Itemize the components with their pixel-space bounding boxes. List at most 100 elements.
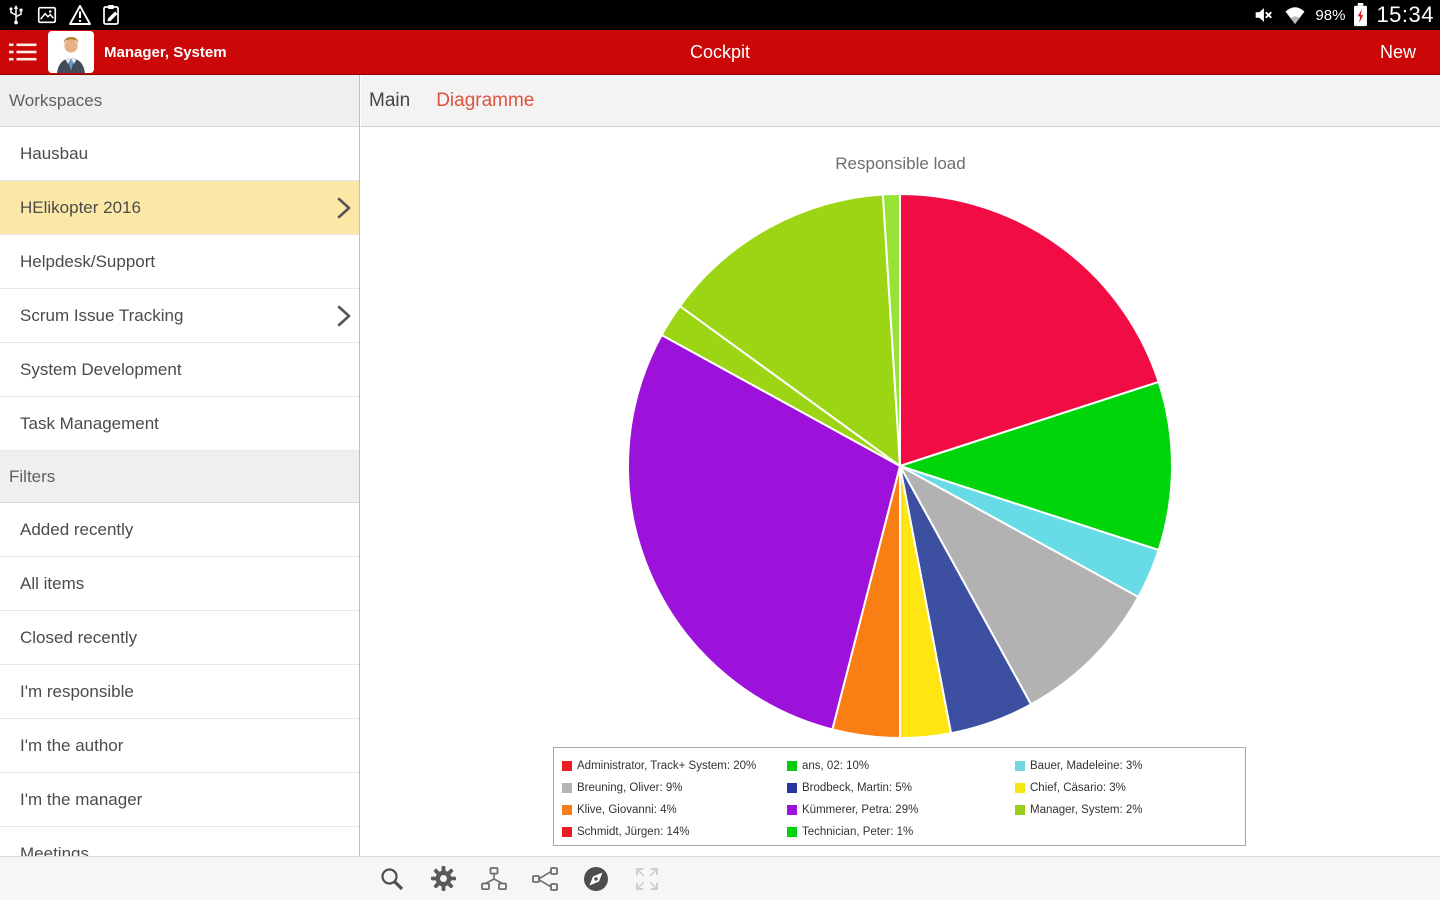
- legend-entry: Schmidt, Jürgen: 14%: [562, 826, 787, 838]
- legend-color-swatch: [787, 805, 797, 815]
- legend-label: Kümmerer, Petra: 29%: [802, 804, 919, 816]
- status-bar-left-icons: [0, 3, 122, 27]
- legend-label: Klive, Giovanni: 4%: [577, 804, 677, 816]
- legend-label: Administrator, Track+ System: 20%: [577, 760, 757, 772]
- sidebar-item-helpdesk-support[interactable]: Helpdesk/Support: [0, 235, 359, 289]
- pie-slice-administrator-track-system: [899, 193, 1160, 467]
- screenshot-icon: [36, 4, 58, 26]
- legend-label: Breuning, Oliver: 9%: [577, 782, 683, 794]
- sidebar-item-label: System Development: [20, 359, 182, 379]
- sidebar-item-closed-recently[interactable]: Closed recently: [0, 611, 359, 665]
- legend-label: Technician, Peter: 1%: [802, 826, 914, 838]
- pie-slice-schmidt-j-rgen: [678, 193, 901, 467]
- pie-slice-technician-peter: [881, 193, 901, 467]
- compass-icon[interactable]: [582, 865, 610, 893]
- legend-color-swatch: [562, 761, 572, 771]
- pie-slice-k-mmerer-petra: [627, 333, 901, 731]
- legend-color-swatch: [1015, 761, 1025, 771]
- app-bar: Manager, System Cockpit New: [0, 30, 1440, 75]
- sidebar-item-label: Closed recently: [20, 627, 138, 647]
- tab-main[interactable]: Main: [369, 89, 411, 111]
- legend-color-swatch: [787, 761, 797, 771]
- sidebar-item-label: HElikopter 2016: [20, 197, 141, 217]
- usb-icon: [6, 3, 26, 27]
- sidebar-item-label: I'm responsible: [20, 681, 134, 701]
- chart-title: Responsible load: [835, 154, 966, 173]
- sidebar-item-task-management[interactable]: Task Management: [0, 397, 359, 451]
- fit-screen-icon: [633, 865, 661, 893]
- legend-entry: Kümmerer, Petra: 29%: [787, 804, 1015, 816]
- legend-color-swatch: [787, 783, 797, 793]
- settings-gear-icon[interactable]: [429, 865, 457, 893]
- sidebar: Workspaces Hausbau HElikopter 2016 Helpdesk…: [0, 75, 360, 900]
- share-icon[interactable]: [531, 865, 559, 893]
- sidebar-item-i-m-the-author[interactable]: I'm the author: [0, 719, 359, 773]
- sidebar-item-label: Hausbau: [20, 143, 89, 163]
- volume-muted-icon: [1251, 4, 1275, 26]
- legend-entry: Breuning, Oliver: 9%: [562, 782, 787, 794]
- sidebar-section-header: Filters: [0, 451, 359, 503]
- sidebar-item-added-recently[interactable]: Added recently: [0, 503, 359, 557]
- status-bar-right: 98% 15:34: [1251, 2, 1440, 28]
- legend-label: Bauer, Madeleine: 3%: [1030, 760, 1143, 772]
- sidebar-item-label: Helpdesk/Support: [20, 251, 156, 271]
- chevron-right-icon: [337, 195, 351, 221]
- legend-color-swatch: [1015, 805, 1025, 815]
- sidebar-item-hausbau[interactable]: Hausbau: [0, 127, 359, 181]
- sidebar-item-i-m-responsible[interactable]: I'm responsible: [0, 665, 359, 719]
- sidebar-item-i-m-the-manager[interactable]: I'm the manager: [0, 773, 359, 827]
- pie-chart-svg: [627, 193, 1173, 739]
- legend-label: ans, 02: 10%: [802, 760, 870, 772]
- hierarchy-icon[interactable]: [480, 865, 508, 893]
- legend-entry: Administrator, Track+ System: 20%: [562, 760, 787, 772]
- legend-color-swatch: [787, 827, 797, 837]
- avatar[interactable]: [48, 31, 94, 73]
- sidebar-item-all-items[interactable]: All items: [0, 557, 359, 611]
- status-clock: 15:34: [1376, 2, 1434, 27]
- legend-entry: Manager, System: 2%: [1015, 804, 1239, 816]
- legend-label: Brodbeck, Martin: 5%: [802, 782, 912, 794]
- battery-icon: [1353, 3, 1368, 27]
- content-area: Responsible load Administrator, Track+ S…: [361, 128, 1440, 856]
- pie-slice-breuning-oliver: [899, 465, 1140, 706]
- new-button[interactable]: New: [1379, 41, 1416, 62]
- pie-chart: [620, 186, 1180, 746]
- legend-entry: Bauer, Madeleine: 3%: [1015, 760, 1239, 772]
- legend-label: Schmidt, Jürgen: 14%: [577, 826, 690, 838]
- status-bar-right-icons: [1251, 4, 1307, 26]
- chart-legend: Administrator, Track+ System: 20% ans, 02…: [553, 747, 1246, 846]
- chevron-right-icon: [337, 303, 351, 329]
- battery-percent: 98%: [1315, 6, 1346, 24]
- legend-entry: Technician, Peter: 1%: [787, 826, 1015, 838]
- legend-entry: Chief, Cäsario: 3%: [1015, 782, 1239, 794]
- current-user-label: Manager, System: [104, 43, 227, 61]
- sidebar-item-label: All items: [20, 573, 85, 593]
- sidebar-item-label: Added recently: [20, 519, 134, 539]
- warning-icon: [68, 4, 92, 26]
- tab-diagramme[interactable]: Diagramme: [436, 89, 535, 111]
- legend-color-swatch: [1015, 783, 1025, 793]
- sidebar-item-scrum-issue-tracking[interactable]: Scrum Issue Tracking: [0, 289, 359, 343]
- sidebar-item-helikopter-2016[interactable]: HElikopter 2016: [0, 181, 359, 235]
- legend-entry: Klive, Giovanni: 4%: [562, 804, 787, 816]
- sidebar-item-system-development[interactable]: System Development: [0, 343, 359, 397]
- sidebar-item-label: Scrum Issue Tracking: [20, 305, 184, 325]
- sidebar-item-label: I'm the manager: [20, 789, 143, 809]
- legend-label: Chief, Cäsario: 3%: [1030, 782, 1126, 794]
- status-bar: 98% 15:34: [0, 0, 1440, 30]
- legend-label: Manager, System: 2%: [1030, 804, 1143, 816]
- search-icon[interactable]: [378, 865, 406, 893]
- sidebar-item-label: Task Management: [20, 413, 159, 433]
- bottom-toolbar: [0, 856, 1440, 900]
- legend-color-swatch: [562, 805, 572, 815]
- menu-list-icon[interactable]: [8, 40, 38, 64]
- legend-entry: ans, 02: 10%: [787, 760, 1015, 772]
- legend-color-swatch: [562, 827, 572, 837]
- legend-entry: Brodbeck, Martin: 5%: [787, 782, 1015, 794]
- sidebar-section-header: Workspaces: [0, 75, 359, 127]
- wifi-tethering-icon: [1283, 5, 1307, 25]
- edit-clipboard-icon: [102, 4, 122, 26]
- legend-color-swatch: [562, 783, 572, 793]
- tab-bar: Main Diagramme: [361, 75, 1440, 127]
